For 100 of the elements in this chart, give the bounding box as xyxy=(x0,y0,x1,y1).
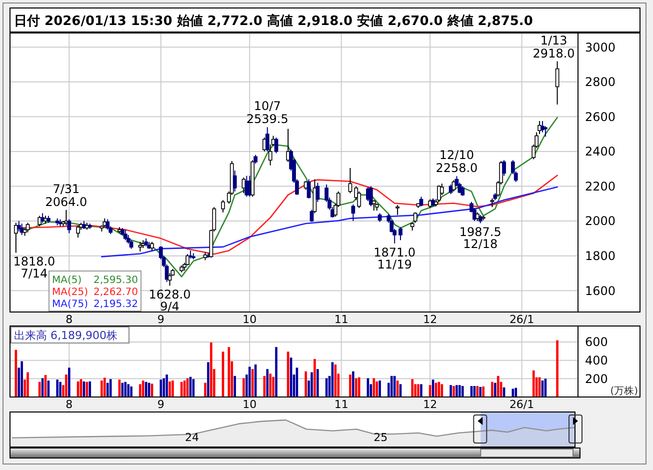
bar xyxy=(20,361,23,397)
y-tick-label: 3000 xyxy=(585,40,616,54)
bar xyxy=(456,385,458,397)
x-tick-label: 9 xyxy=(157,398,164,411)
text: MA(5) xyxy=(52,275,82,286)
bar xyxy=(127,384,130,397)
x-tick-label: 11 xyxy=(334,398,348,411)
bar xyxy=(104,378,106,397)
bar xyxy=(496,376,500,397)
bar xyxy=(514,388,518,397)
bar xyxy=(162,378,165,397)
bar xyxy=(172,380,174,397)
candlestick xyxy=(396,204,400,216)
bar xyxy=(100,380,103,397)
x-tick-label: 8 xyxy=(66,313,73,326)
x-tick-label: 12 xyxy=(423,398,438,411)
y-tick-label: 2200 xyxy=(585,179,616,194)
candlestick xyxy=(232,170,237,192)
candlestick xyxy=(555,60,560,105)
annotation: 2,595.30 xyxy=(93,275,138,286)
y-tick-label: 2400 xyxy=(585,144,616,159)
candlestick xyxy=(138,241,142,252)
chart-title: 出来高 6,189,900株 xyxy=(14,329,118,342)
text: (万株) xyxy=(610,385,638,397)
bar xyxy=(275,347,278,397)
bar xyxy=(160,380,162,397)
annotation: 2,262.70 xyxy=(93,287,138,298)
candlestick xyxy=(123,229,128,241)
candlestick xyxy=(310,209,314,222)
bar xyxy=(142,380,144,397)
annotation: 7/31 2064.0 xyxy=(45,182,88,209)
bar xyxy=(354,378,358,397)
bar xyxy=(532,370,535,397)
candlestick xyxy=(274,137,278,154)
text: MA(25) xyxy=(52,287,88,298)
bar xyxy=(266,369,269,397)
bar xyxy=(420,384,422,397)
candlestick xyxy=(368,186,373,207)
candlestick xyxy=(413,212,418,224)
x-tick-label: 25 xyxy=(374,431,388,444)
candlestick xyxy=(502,160,506,176)
y-tick-label: 1800 xyxy=(585,249,616,264)
x-tick-label: 9 xyxy=(157,313,164,326)
annotation: 10/7 2539.5 xyxy=(246,99,288,126)
candlestick xyxy=(221,200,225,213)
x-tick-label: 11 xyxy=(334,313,348,326)
y-tick-label: 2600 xyxy=(585,110,616,124)
candlestick xyxy=(398,226,402,241)
annotation: 1628.0 9/4 xyxy=(148,288,191,314)
y-tick-label: 600 xyxy=(585,335,608,350)
candlestick xyxy=(16,220,21,232)
bar xyxy=(68,368,70,397)
bar xyxy=(556,340,558,397)
candlestick xyxy=(38,215,42,227)
bar xyxy=(124,382,127,397)
bar xyxy=(494,382,496,397)
bar xyxy=(88,381,92,397)
bar xyxy=(378,380,381,397)
candlestick xyxy=(26,222,30,233)
bar xyxy=(106,382,109,397)
bar xyxy=(59,382,62,397)
bar xyxy=(390,376,393,397)
candlestick xyxy=(40,212,44,224)
bar xyxy=(166,374,168,397)
x-tick-label: 10 xyxy=(242,398,257,411)
bar xyxy=(316,369,319,397)
bar xyxy=(204,382,206,397)
annotation: 1/13 2918.0 xyxy=(532,33,575,60)
bar xyxy=(56,380,58,397)
bar xyxy=(417,384,420,397)
candlestick xyxy=(351,204,356,222)
bar xyxy=(352,371,354,397)
bar xyxy=(130,386,132,397)
x-tick-label: 8 xyxy=(66,398,73,411)
x-tick-label: 12 xyxy=(423,313,438,326)
candlestick xyxy=(76,224,80,238)
candlestick xyxy=(348,167,352,194)
bar xyxy=(452,386,455,397)
bar xyxy=(168,381,171,397)
bar xyxy=(310,372,313,397)
bar xyxy=(304,371,307,397)
candlestick xyxy=(14,222,18,254)
bar xyxy=(272,376,274,397)
candlestick xyxy=(372,200,376,212)
candlestick xyxy=(106,218,110,230)
bar xyxy=(450,385,452,397)
candlestick xyxy=(168,272,172,286)
y-tick-label: 1600 xyxy=(585,284,616,298)
y-tick-label: 200 xyxy=(585,372,608,386)
chart-title: 日付 2026/01/13 15:30 始値 2,772.0 高値 2,918.0 安値 2,670.0 終値 2,875.0 xyxy=(14,13,533,29)
candlestick xyxy=(437,184,441,202)
candlestick xyxy=(67,218,72,234)
y-tick-label: 400 xyxy=(585,354,608,368)
annotation: 1987.5 12/18 xyxy=(459,225,502,252)
bar xyxy=(482,386,484,397)
bar xyxy=(376,381,378,397)
bar xyxy=(242,378,245,397)
line-series xyxy=(101,186,558,258)
annotation: 12/10 2258.0 xyxy=(436,148,478,176)
candlestick xyxy=(544,126,548,138)
